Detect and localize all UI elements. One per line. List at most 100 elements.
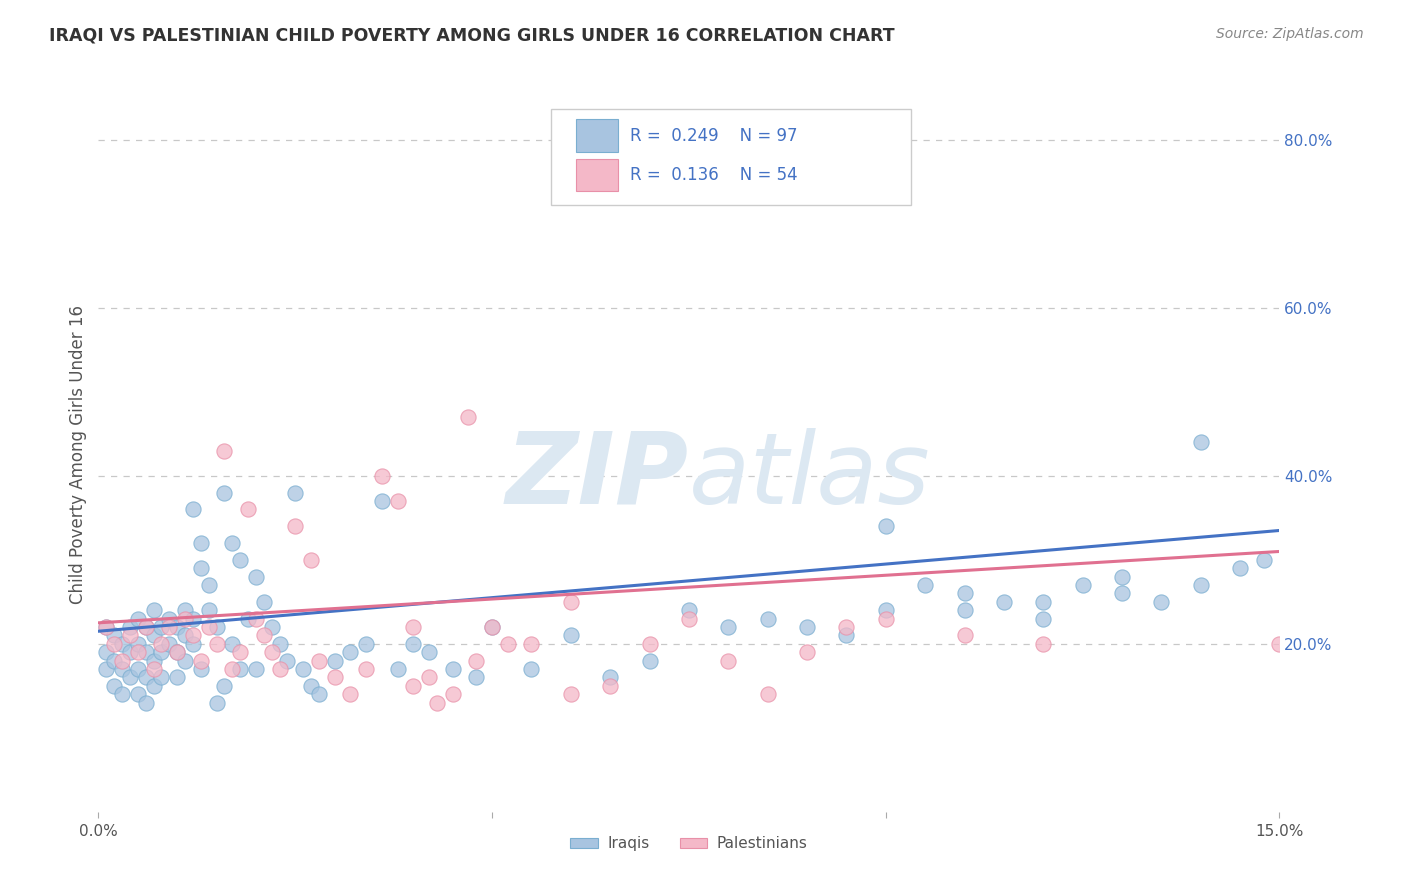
Point bbox=[756, 612, 779, 626]
Point bbox=[756, 687, 779, 701]
Point bbox=[426, 696, 449, 710]
Point bbox=[127, 662, 149, 676]
Point bbox=[111, 662, 134, 676]
Point bbox=[150, 670, 173, 684]
Point bbox=[142, 654, 165, 668]
Point bbox=[174, 603, 197, 617]
Point bbox=[1071, 578, 1094, 592]
Point bbox=[1253, 553, 1275, 567]
Point bbox=[135, 620, 157, 634]
Point bbox=[103, 654, 125, 668]
Point bbox=[197, 620, 219, 634]
Point bbox=[1111, 569, 1133, 583]
Point bbox=[111, 654, 134, 668]
Text: R =  0.136    N = 54: R = 0.136 N = 54 bbox=[630, 166, 797, 184]
Point bbox=[678, 603, 700, 617]
Point bbox=[142, 603, 165, 617]
Point bbox=[118, 645, 141, 659]
Point bbox=[465, 670, 488, 684]
Point bbox=[638, 637, 661, 651]
Point bbox=[323, 670, 346, 684]
Point bbox=[229, 662, 252, 676]
Point bbox=[1189, 435, 1212, 450]
Point bbox=[1032, 637, 1054, 651]
Point bbox=[253, 595, 276, 609]
Point bbox=[835, 628, 858, 642]
Point bbox=[166, 670, 188, 684]
Point bbox=[875, 603, 897, 617]
Point bbox=[135, 670, 157, 684]
Point bbox=[560, 687, 582, 701]
Point bbox=[717, 654, 740, 668]
Point bbox=[276, 654, 298, 668]
Point bbox=[221, 662, 243, 676]
Point bbox=[118, 670, 141, 684]
Point bbox=[441, 662, 464, 676]
Point bbox=[1268, 637, 1291, 651]
Point bbox=[560, 628, 582, 642]
Point bbox=[166, 645, 188, 659]
Point bbox=[441, 687, 464, 701]
Point bbox=[174, 612, 197, 626]
Point bbox=[339, 645, 361, 659]
Point bbox=[96, 620, 118, 634]
Point bbox=[835, 620, 858, 634]
Point bbox=[150, 645, 173, 659]
Point bbox=[269, 637, 291, 651]
Point bbox=[245, 662, 267, 676]
Point bbox=[599, 679, 621, 693]
Point bbox=[127, 637, 149, 651]
Point bbox=[796, 645, 818, 659]
Point bbox=[181, 637, 204, 651]
Point bbox=[205, 696, 228, 710]
Point bbox=[481, 620, 503, 634]
Point bbox=[96, 645, 118, 659]
Point bbox=[157, 620, 180, 634]
Point bbox=[96, 662, 118, 676]
Point bbox=[111, 637, 134, 651]
Point bbox=[229, 645, 252, 659]
Point bbox=[465, 654, 488, 668]
Point bbox=[993, 595, 1015, 609]
Point bbox=[953, 628, 976, 642]
Point bbox=[142, 628, 165, 642]
Point bbox=[253, 628, 276, 642]
Point bbox=[875, 519, 897, 533]
Point bbox=[402, 679, 425, 693]
Point bbox=[299, 553, 322, 567]
Point bbox=[181, 502, 204, 516]
Point bbox=[418, 670, 440, 684]
Text: ZIP: ZIP bbox=[506, 428, 689, 524]
Text: Source: ZipAtlas.com: Source: ZipAtlas.com bbox=[1216, 27, 1364, 41]
Point bbox=[245, 612, 267, 626]
Point bbox=[496, 637, 519, 651]
Point bbox=[127, 612, 149, 626]
Point bbox=[221, 637, 243, 651]
Point bbox=[1150, 595, 1173, 609]
Point bbox=[678, 612, 700, 626]
Point bbox=[111, 687, 134, 701]
Point bbox=[205, 637, 228, 651]
Point bbox=[205, 620, 228, 634]
Point bbox=[1229, 561, 1251, 575]
Point bbox=[953, 586, 976, 600]
Point bbox=[197, 603, 219, 617]
FancyBboxPatch shape bbox=[575, 120, 619, 153]
Point bbox=[481, 620, 503, 634]
Point bbox=[299, 679, 322, 693]
Point bbox=[150, 637, 173, 651]
Point bbox=[638, 654, 661, 668]
Point bbox=[371, 494, 394, 508]
Point bbox=[197, 578, 219, 592]
Point bbox=[229, 553, 252, 567]
Point bbox=[214, 679, 236, 693]
Point bbox=[166, 645, 188, 659]
Point bbox=[181, 612, 204, 626]
Point bbox=[402, 637, 425, 651]
Point bbox=[118, 628, 141, 642]
Point bbox=[269, 662, 291, 676]
Point bbox=[118, 620, 141, 634]
Point bbox=[190, 561, 212, 575]
Point bbox=[190, 654, 212, 668]
Point bbox=[875, 612, 897, 626]
